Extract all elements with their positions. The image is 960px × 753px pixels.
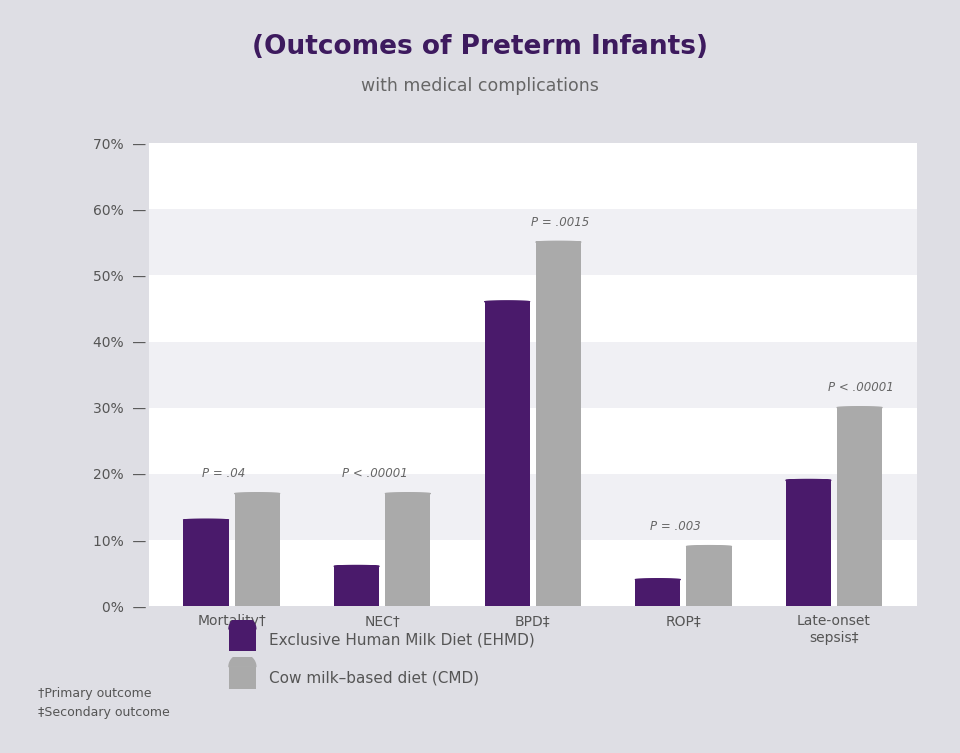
Bar (686, 547, 732, 606)
Polygon shape (229, 617, 255, 630)
Text: †Primary outcome
‡Secondary outcome: †Primary outcome ‡Secondary outcome (38, 687, 170, 719)
Text: P < .00001: P < .00001 (828, 382, 894, 395)
Text: P = .003: P = .003 (651, 520, 701, 533)
Bar (149, 342, 917, 407)
Bar (485, 302, 530, 606)
Polygon shape (234, 492, 279, 494)
Bar (149, 474, 917, 540)
Text: with medical complications: with medical complications (361, 77, 599, 95)
Text: Exclusive Human Milk Diet (EHMD): Exclusive Human Milk Diet (EHMD) (269, 633, 535, 648)
Bar (786, 480, 831, 606)
Polygon shape (229, 654, 255, 667)
Bar (334, 566, 379, 606)
Bar (234, 494, 279, 606)
Polygon shape (183, 519, 228, 520)
Bar (149, 276, 917, 342)
Text: Cow milk–based diet (CMD): Cow milk–based diet (CMD) (269, 670, 479, 685)
Bar (229, 667, 256, 689)
Bar (149, 209, 917, 276)
Text: P < .00001: P < .00001 (342, 468, 408, 480)
Bar (536, 242, 581, 606)
Bar (837, 407, 882, 606)
Polygon shape (636, 579, 681, 580)
Text: (Outcomes of Preterm Infants): (Outcomes of Preterm Infants) (252, 34, 708, 60)
Polygon shape (485, 301, 530, 302)
Bar (149, 540, 917, 606)
Polygon shape (686, 546, 732, 547)
Text: P = .04: P = .04 (203, 468, 246, 480)
Bar (149, 407, 917, 474)
Bar (636, 580, 681, 606)
Bar (229, 630, 256, 651)
Bar (385, 494, 430, 606)
Text: P = .0015: P = .0015 (531, 216, 589, 229)
Bar (149, 143, 917, 209)
Polygon shape (385, 492, 430, 494)
Bar (183, 520, 228, 606)
Polygon shape (536, 241, 581, 242)
